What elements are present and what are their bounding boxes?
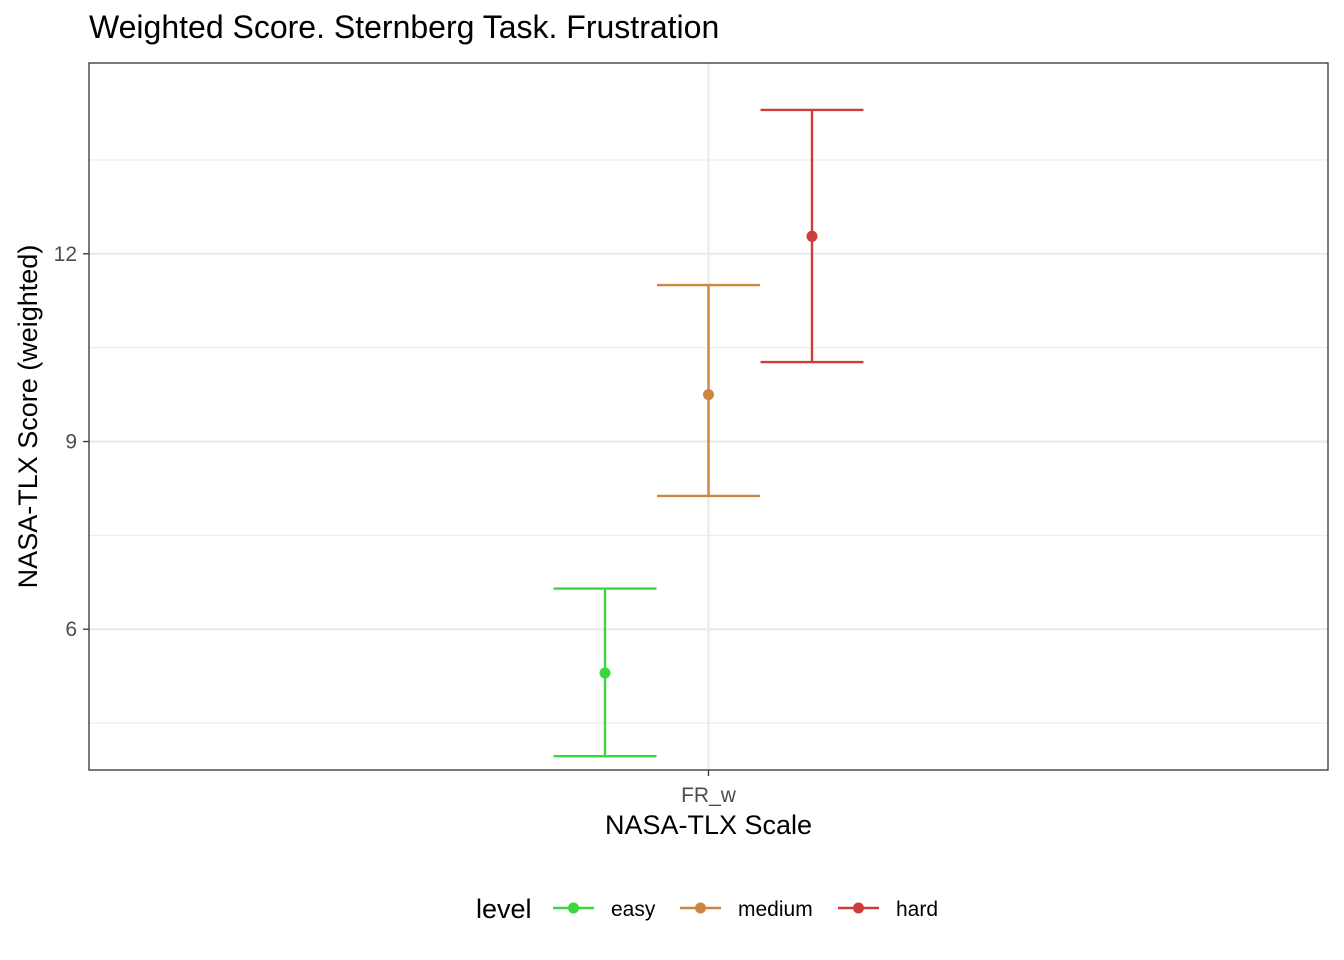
x-tick-label: FR_w — [681, 784, 737, 807]
errorbar-hard — [760, 108, 864, 364]
errorbar-easy — [553, 587, 657, 758]
y-axis-ticks: 6 9 12 — [54, 243, 89, 641]
error-bar-marks — [553, 108, 864, 758]
legend-key-point — [853, 902, 864, 914]
plot-panel-border — [88, 62, 1329, 771]
legend-title: level — [476, 894, 532, 924]
legend: level easy medium hard — [476, 894, 938, 924]
legend-label: easy — [611, 898, 656, 921]
mean-point — [806, 230, 818, 242]
y-tick-label: 9 — [65, 431, 77, 454]
y-tick-label: 12 — [54, 243, 77, 266]
y-tick-label: 6 — [65, 618, 77, 641]
errorbar-medium — [657, 283, 760, 498]
legend-label: medium — [738, 898, 813, 921]
mean-point — [703, 389, 714, 401]
y-axis-title: NASA-TLX Score (weighted) — [13, 245, 43, 589]
x-axis-title: NASA-TLX Scale — [605, 810, 812, 840]
chart-title: Weighted Score. Sternberg Task. Frustrat… — [89, 9, 719, 45]
legend-item-easy: easy — [553, 898, 656, 921]
x-axis-ticks: FR_w — [681, 770, 737, 807]
legend-label: hard — [896, 898, 938, 921]
legend-key-point — [568, 902, 579, 914]
legend-item-medium: medium — [680, 898, 813, 921]
mean-point — [599, 667, 611, 679]
legend-item-hard: hard — [838, 898, 938, 921]
legend-key-point — [695, 902, 706, 914]
legend-keys: easy medium hard — [553, 898, 938, 921]
